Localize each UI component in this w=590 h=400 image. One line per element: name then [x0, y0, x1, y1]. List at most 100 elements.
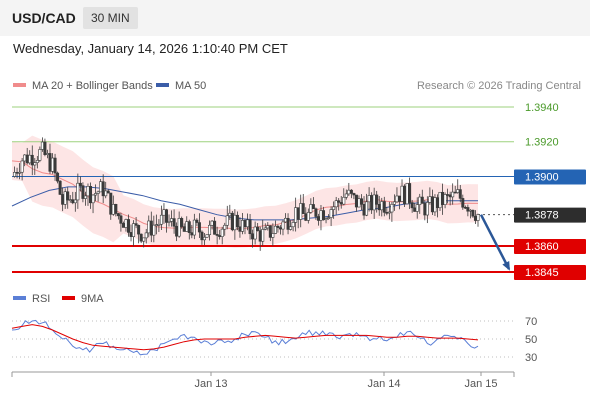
candle-body — [281, 221, 285, 230]
legend-ma9-label: 9MA — [81, 293, 104, 305]
candle-body — [347, 189, 351, 195]
ma9-swatch — [62, 296, 75, 301]
candle-body — [284, 217, 288, 223]
candle-body — [420, 196, 424, 204]
candle-body — [322, 210, 326, 221]
candle-body — [238, 226, 242, 232]
candle-body — [286, 217, 290, 230]
candle-body — [337, 200, 341, 203]
candle-body — [192, 219, 196, 236]
candle-body — [461, 198, 465, 208]
candle-body — [408, 183, 412, 203]
candle-body — [430, 196, 434, 213]
candle-body — [230, 212, 234, 231]
candle-body — [182, 226, 186, 232]
candle-body — [56, 172, 60, 182]
candle-body — [38, 149, 42, 161]
candle-body — [443, 194, 447, 205]
candle-body — [81, 185, 85, 199]
candle-body — [362, 204, 366, 216]
candle-body — [159, 214, 163, 225]
candle-body — [306, 212, 310, 221]
candle-body — [78, 182, 82, 186]
candle-body — [215, 234, 219, 236]
candle-body — [187, 221, 191, 233]
x-tick-label: Jan 14 — [367, 378, 400, 390]
candle-body — [121, 223, 125, 228]
candle-body — [327, 217, 331, 219]
level-label-1-3860-box — [514, 238, 586, 254]
legend-ma50-label: MA 50 — [175, 80, 207, 92]
candle-body — [48, 153, 52, 172]
candle-body — [175, 225, 179, 237]
level-label-1-3845: 1.3845 — [525, 267, 559, 279]
candle-body — [367, 195, 371, 203]
candle-body — [139, 233, 143, 242]
candle-body — [451, 191, 455, 198]
candle-body — [23, 154, 27, 162]
candle-body — [268, 225, 272, 238]
candle-body — [352, 193, 356, 196]
candle-body — [263, 227, 267, 230]
candle-body — [415, 204, 419, 212]
candle-body — [53, 157, 57, 174]
legend-rsi: RSI — [13, 293, 50, 305]
candle-body — [243, 220, 247, 228]
candle-body — [468, 209, 472, 212]
candle-body — [329, 209, 333, 218]
candle-body — [314, 208, 318, 217]
x-tick-label: Jan 13 — [194, 378, 227, 390]
candle-body — [332, 206, 336, 210]
legend-ma20-label: MA 20 + Bollinger Bands — [32, 80, 153, 92]
candle-body — [248, 219, 252, 235]
projection-arrow-head — [502, 261, 510, 271]
candle-body — [301, 203, 305, 214]
candle-body — [177, 218, 181, 237]
candle-body — [225, 215, 229, 226]
candle-body — [142, 237, 146, 242]
candle-body — [202, 236, 206, 241]
legend-ma50: MA 50 — [156, 80, 206, 92]
candle-body — [104, 190, 108, 197]
candle-body — [71, 199, 75, 204]
candle-body — [208, 224, 212, 236]
candle-body — [278, 227, 282, 230]
candle-body — [61, 194, 65, 205]
candle-body — [240, 220, 244, 232]
level-label-1-3920: 1.3920 — [525, 137, 559, 149]
candle-body — [28, 154, 32, 164]
candle-body — [400, 185, 404, 202]
candle-body — [324, 218, 328, 221]
candle-body — [397, 195, 401, 202]
candle-body — [476, 214, 480, 221]
candle-body — [425, 202, 429, 216]
candle-body — [185, 221, 189, 232]
candle-body — [233, 214, 237, 231]
candle-body — [433, 197, 437, 213]
candle-body — [63, 191, 67, 205]
candle-body — [456, 189, 460, 193]
candle-body — [349, 189, 353, 194]
candle-body — [251, 233, 255, 240]
candle-body — [463, 206, 467, 209]
timeframe-button[interactable]: 30 MIN — [83, 7, 138, 29]
candle-body — [435, 197, 439, 209]
candle-body — [334, 200, 338, 208]
candle-body — [354, 194, 358, 208]
candle-body — [375, 194, 379, 205]
candle-body — [289, 226, 293, 230]
candle-body — [116, 213, 120, 217]
candle-body — [319, 210, 323, 221]
rsi-tick-70: 70 — [525, 316, 537, 328]
candle-body — [30, 154, 34, 166]
timestamp: Wednesday, January 14, 2026 1:10:40 PM C… — [13, 41, 288, 56]
candle-body — [357, 198, 361, 208]
candle-body — [342, 196, 346, 205]
candle-body — [382, 201, 386, 213]
candle-body — [438, 191, 442, 209]
candle-body — [119, 215, 123, 224]
candle-body — [220, 228, 224, 237]
candle-body — [390, 204, 394, 213]
candle-body — [410, 202, 414, 209]
